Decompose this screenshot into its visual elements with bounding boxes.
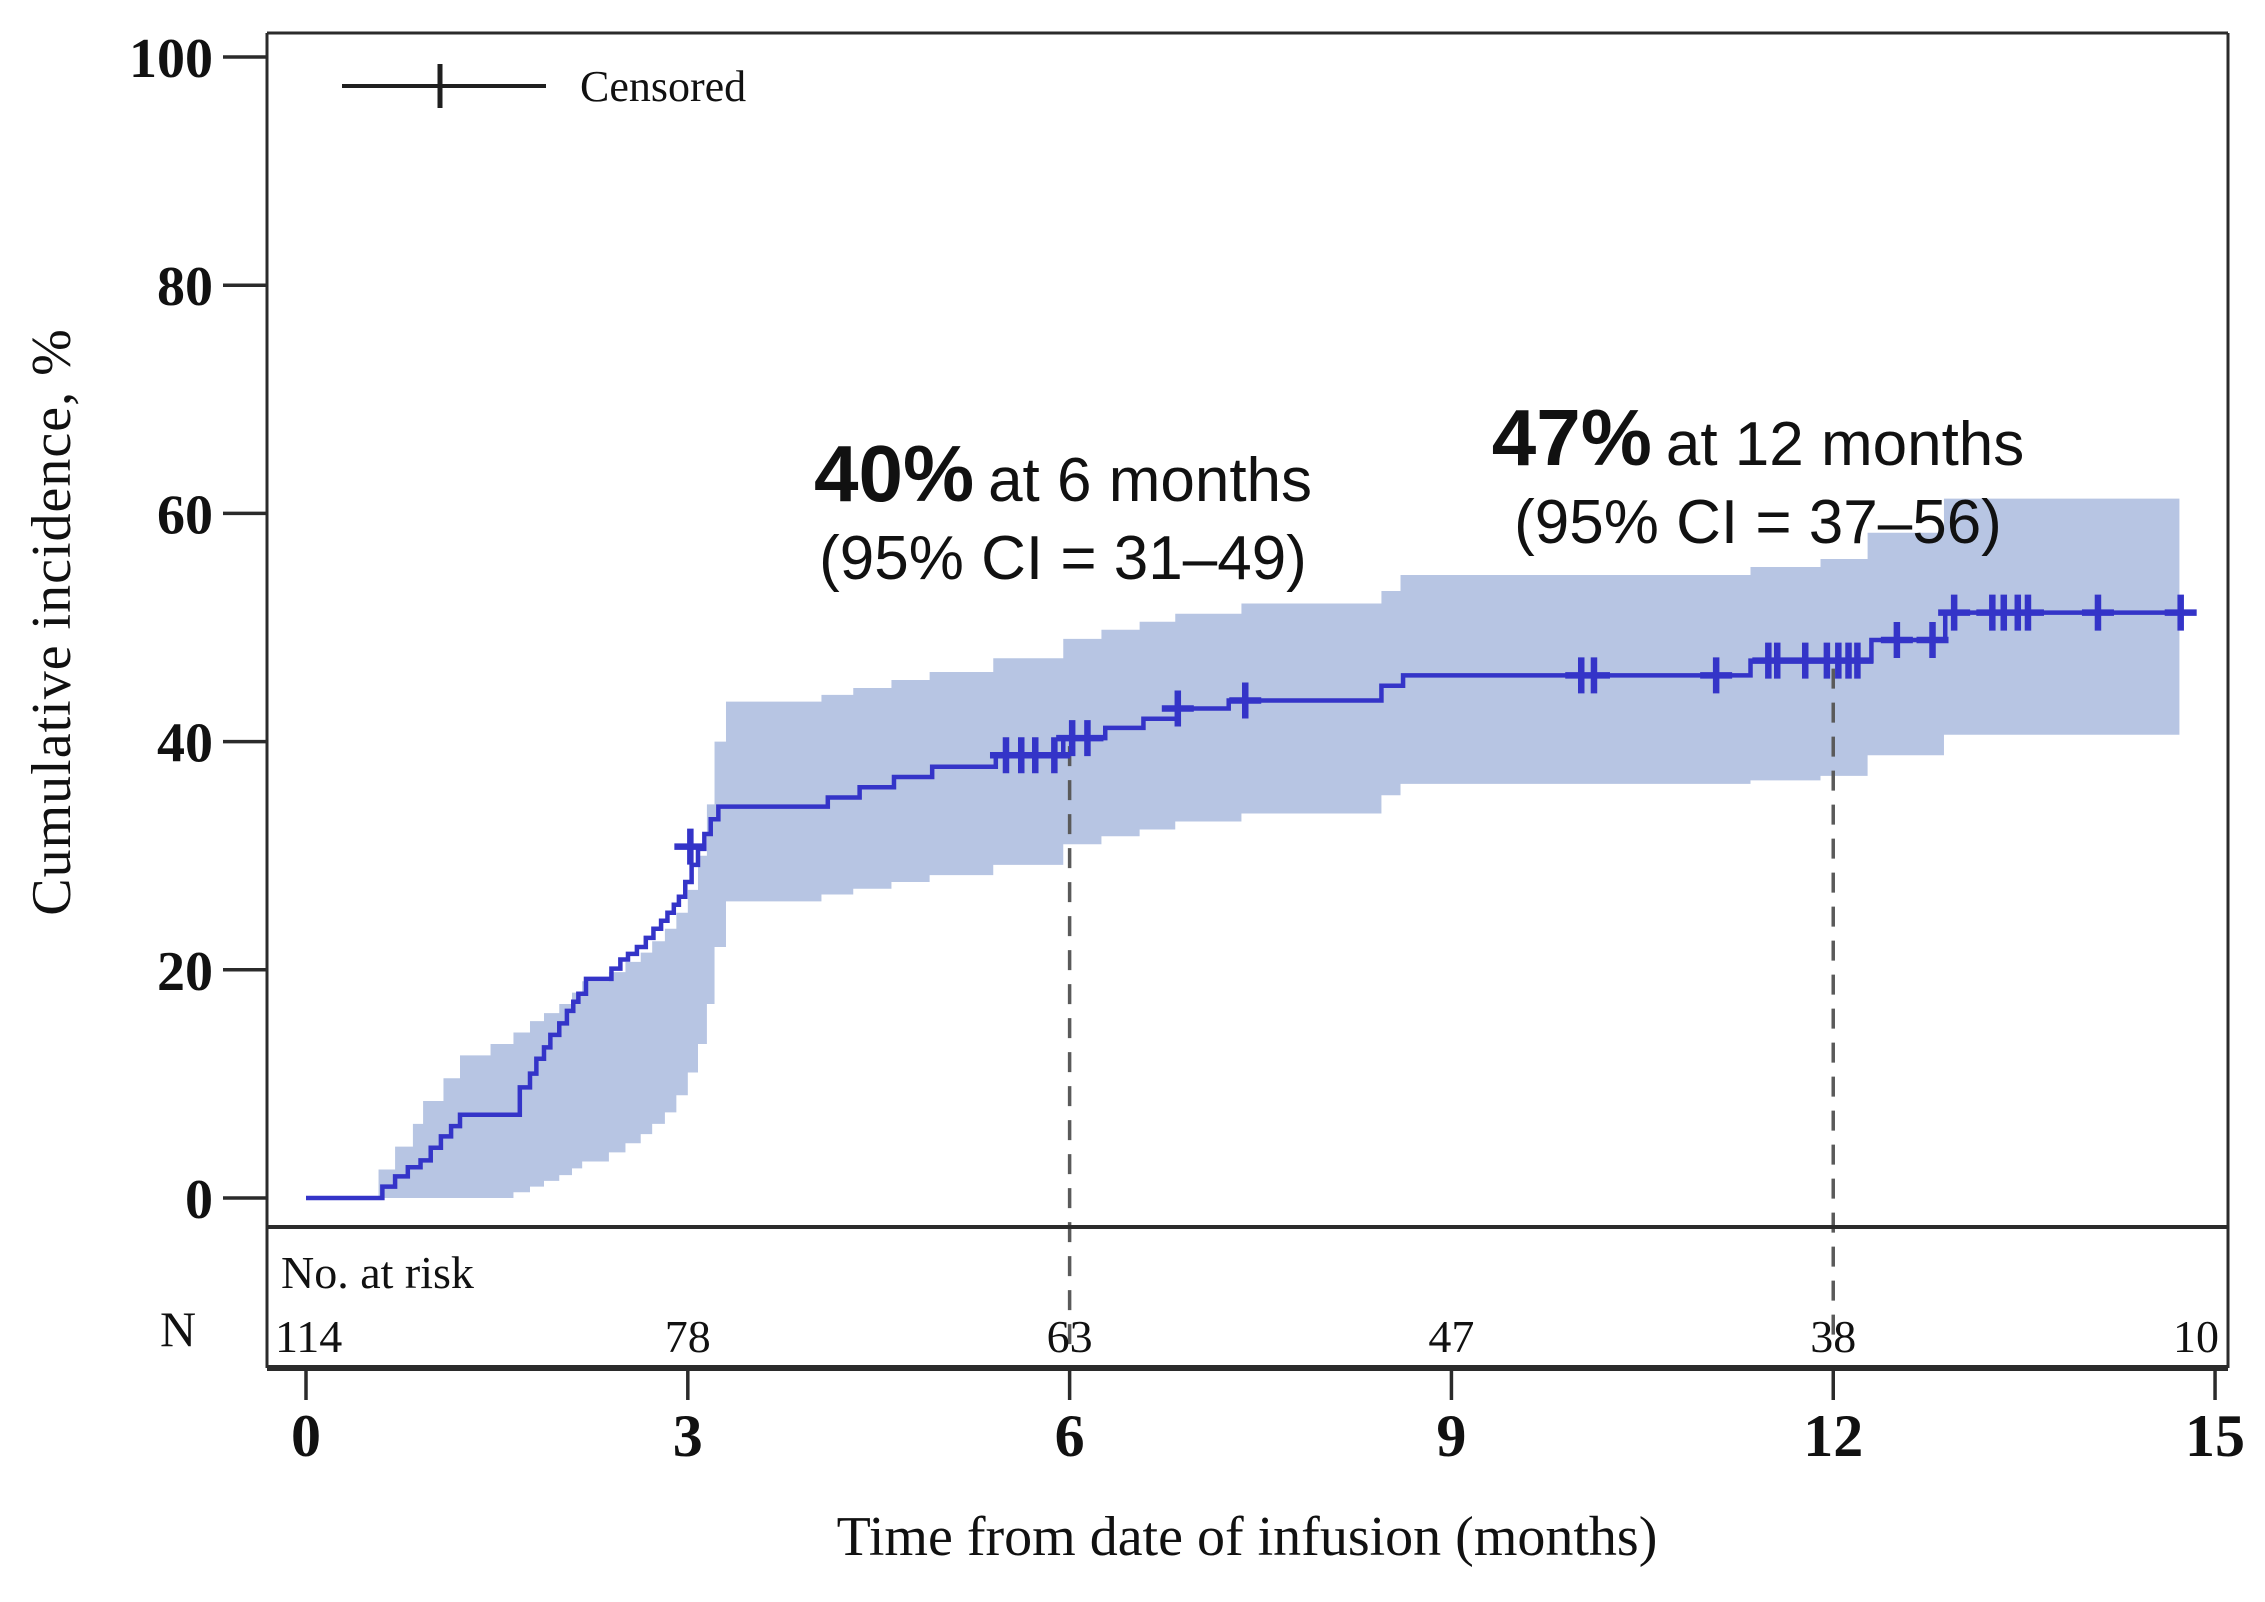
x-tick-label-9: 9 [1436,1403,1466,1469]
at-risk-value-12: 38 [1810,1311,1856,1362]
annotation-6-months: 40% at 6 months (95% CI = 31–49) [814,434,1312,590]
y-tick-label-60: 60 [157,484,213,546]
annotation-12-text: at 12 months [1665,410,2025,479]
legend: Censored [336,60,746,112]
y-tick-label-40: 40 [157,713,213,775]
x-tick-label-0: 0 [291,1403,321,1469]
risk-table-title: No. at risk [281,1247,474,1298]
censor-marks [674,594,2197,865]
risk-row-label: N [160,1301,197,1357]
at-risk-value-0: 114 [275,1311,342,1362]
x-tick-label-3: 3 [673,1403,703,1469]
x-tick-label-6: 6 [1055,1403,1085,1469]
x-tick-label-15: 15 [2185,1403,2245,1469]
annotation-12-ci: (95% CI = 37–56) [1514,488,2002,557]
y-tick-label-100: 100 [129,28,213,90]
at-risk-value-6: 63 [1047,1311,1093,1362]
y-tick-label-80: 80 [157,256,213,318]
legend-label: Censored [580,61,747,111]
y-tick-label-20: 20 [157,941,213,1003]
censored-marker-icon [342,64,546,108]
confidence-band [378,498,2180,1198]
x-axis-title: Time from date of infusion (months) [836,1506,1658,1568]
annotation-6-ci: (95% CI = 31–49) [819,524,1307,593]
y-axis-title: Cumulative incidence, % [21,328,83,916]
incidence-curve [306,610,2196,1201]
x-tick-label-12: 12 [1803,1403,1863,1469]
at-risk-value-3: 78 [665,1311,711,1362]
annotation-6-estimate: 40% [813,429,975,518]
annotation-12-estimate: 47% [1491,393,1652,482]
y-tick-label-0: 0 [185,1169,213,1231]
at-risk-value-15: 10 [2173,1311,2219,1362]
annotation-12-months: 47% at 12 months (95% CI = 37–56) [1492,398,2025,554]
at-risk-value-9: 47 [1428,1311,1474,1362]
annotation-6-text: at 6 months [988,446,1313,515]
